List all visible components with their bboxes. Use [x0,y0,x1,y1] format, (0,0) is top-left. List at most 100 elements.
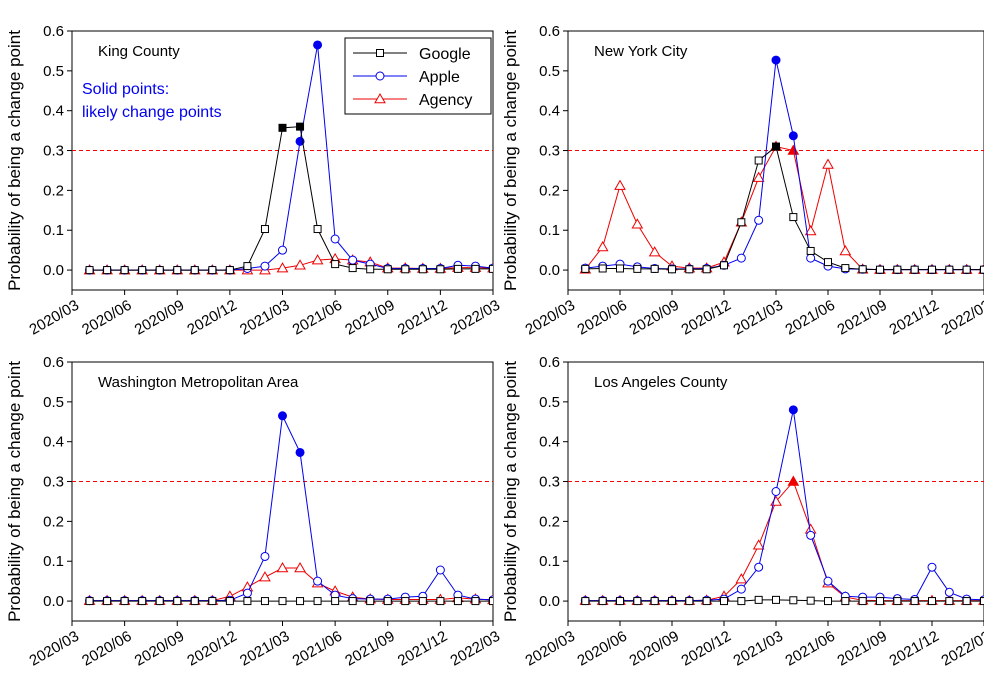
data-point-google [243,262,252,271]
data-point-google [702,265,711,274]
legend-label-apple: Apple [419,69,460,86]
x-tick-label: 2022/03 [448,297,503,339]
y-axis-label: Probability of being a change point [5,30,24,291]
data-point-google [772,142,780,151]
data-point-google [928,597,936,606]
series-group [579,405,984,606]
x-tick-label: 2020/03 [523,628,578,670]
y-tick-label: 0.0 [43,593,64,610]
data-point-google [581,264,590,273]
x-tick-label: 2021/12 [395,628,450,670]
data-point-google [789,213,798,222]
panel-title: Washington Metropolitan Area [98,374,299,391]
data-point-google [313,597,322,606]
data-point-google [737,597,746,606]
data-point-google [296,597,305,606]
data-point-google [598,264,607,273]
data-point-apple [944,587,954,597]
data-point-google [260,225,269,234]
x-tick-label: 2020/06 [79,297,134,339]
data-point-apple [313,40,323,50]
data-point-google [668,265,676,274]
data-point-google [824,258,832,267]
y-tick-label: 0.4 [539,434,560,451]
y-tick-label: 0.6 [43,354,64,371]
data-point-agency [839,244,852,256]
data-point-apple [788,131,798,141]
y-axis-label: Probability of being a change point [501,30,520,291]
data-point-apple [295,447,305,457]
y-axis-label: Probability of being a change point [501,361,520,622]
data-point-google [208,597,217,606]
annotation-text: Solid points: [82,81,169,98]
data-point-apple [771,55,781,65]
legend-marker-agency [374,92,386,104]
data-point-google [489,597,493,606]
data-point-google [945,265,954,274]
data-point-google [598,597,607,606]
data-point-google [489,264,493,273]
data-point-apple [278,245,287,255]
series-line-agency [89,567,493,602]
data-point-google [138,266,147,275]
data-point-google [858,265,867,274]
data-point-apple [260,261,270,271]
data-point-google [278,123,287,132]
data-point-google [616,597,624,606]
x-tick-label: 2021/12 [887,297,942,339]
data-point-google [190,266,199,275]
data-point-google [348,264,357,273]
data-point-apple [330,234,340,244]
data-point-google [383,597,392,606]
x-tick-label: 2020/09 [627,297,682,339]
data-point-google [436,265,445,274]
data-point-google [173,266,182,275]
data-point-google [313,225,322,234]
data-point-google [120,597,129,606]
data-point-google [824,597,832,606]
x-tick-label: 2022/03 [939,628,984,670]
data-point-google [633,597,642,606]
data-point-apple [313,576,323,586]
data-point-apple [736,253,746,263]
data-point-google [296,122,305,131]
plot-frame [567,30,984,291]
x-tick-label: 2021/03 [731,297,786,339]
x-tick-label: 2020/06 [79,628,134,670]
panel-title: King County [98,43,180,60]
y-axis-label: Probability of being a change point [5,361,24,622]
series-group [83,40,493,275]
x-tick-label: 2020/12 [679,297,734,339]
data-point-apple [754,562,764,572]
data-point-google [980,597,984,606]
data-point-google [260,597,269,606]
x-tick-label: 2020/12 [184,628,239,670]
data-point-google [685,265,694,274]
data-point-agency [631,218,644,229]
data-point-google [858,597,867,606]
data-point-agency [787,475,800,486]
x-tick-label: 2020/03 [27,297,82,339]
x-tick-label: 2021/09 [342,297,397,339]
y-tick-label: 0.6 [539,354,560,371]
data-point-apple [736,584,746,594]
data-point-google [155,266,164,275]
y-tick-label: 0.2 [539,182,560,199]
data-point-apple [771,487,781,496]
x-tick-label: 2020/12 [184,297,239,339]
series-line-agency [585,480,984,602]
y-tick-label: 0.0 [43,262,64,279]
data-point-google [910,597,919,606]
data-point-google [366,597,375,606]
data-point-google [366,265,375,274]
data-point-apple [260,551,270,561]
x-tick-label: 2021/09 [835,297,890,339]
series-line-apple [585,59,984,271]
y-tick-label: 0.0 [539,262,560,279]
series-group [579,55,984,275]
y-tick-label: 0.1 [43,553,64,570]
data-point-google [754,595,763,604]
data-point-google [331,260,340,269]
data-point-agency [752,539,765,550]
data-point-google [841,597,850,606]
